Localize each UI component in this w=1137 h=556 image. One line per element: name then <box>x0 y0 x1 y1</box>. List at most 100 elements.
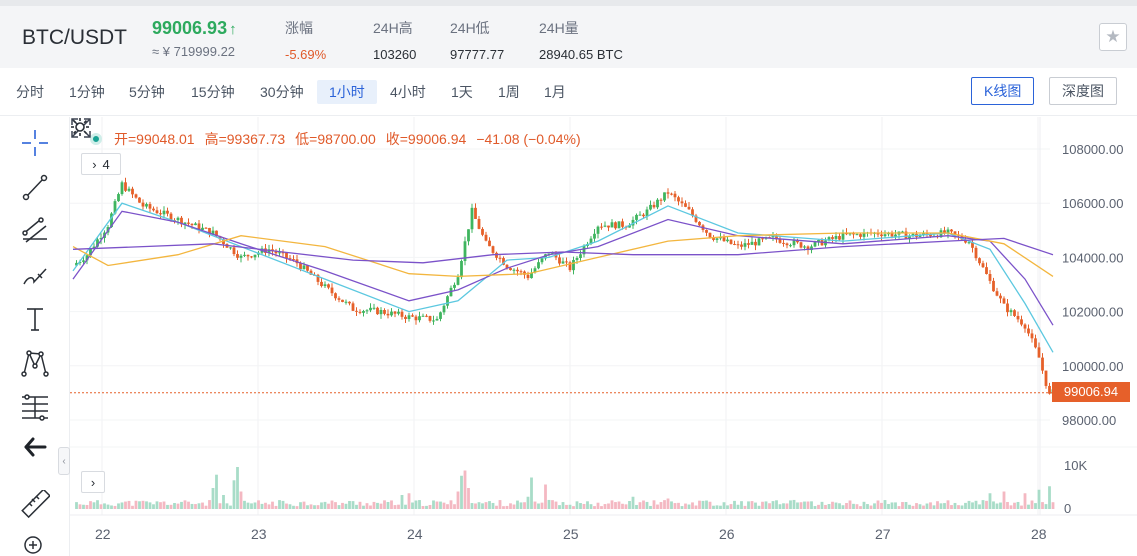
volume-bar <box>565 504 568 509</box>
candle-body <box>278 252 281 254</box>
candle-body <box>376 307 379 315</box>
volume-bar <box>852 503 855 509</box>
candle-body <box>799 242 803 248</box>
candle-body <box>414 316 418 321</box>
candle-body <box>75 262 78 266</box>
tf-5m[interactable]: 5分钟 <box>129 84 165 100</box>
volume-bar <box>628 501 631 509</box>
tf-fenshi[interactable]: 分时 <box>16 84 44 100</box>
volume-bar <box>1041 502 1044 509</box>
toolbar-collapse-button[interactable]: ‹ <box>58 447 70 475</box>
tf-1mo[interactable]: 1月 <box>544 84 566 100</box>
volume-bar <box>862 501 866 509</box>
volume-bar <box>397 504 400 509</box>
series-visibility-icon[interactable] <box>90 133 102 145</box>
volume-bar <box>897 506 901 509</box>
settings-gear-icon[interactable] <box>70 117 90 137</box>
kline-chart[interactable]: 108000.00 106000.00 104000.00 102000.00 1000… <box>70 117 1137 556</box>
volume-bar <box>295 506 299 509</box>
tf-4h[interactable]: 4小时 <box>390 84 426 100</box>
candle-body <box>201 227 204 231</box>
volume-bar <box>162 501 166 509</box>
volume-bar <box>358 501 362 509</box>
chevron-right-icon: › <box>92 156 97 172</box>
volume-bar <box>691 502 694 509</box>
ruler-tool[interactable] <box>16 487 54 523</box>
candle-body <box>120 182 124 195</box>
parallel-channel-tool[interactable] <box>16 213 54 249</box>
fib-levels-icon <box>22 394 48 421</box>
candle-body <box>470 207 474 230</box>
stat-24h-volume: 24H量 28940.65 BTC <box>539 20 623 62</box>
candle-body <box>540 258 544 263</box>
volume-bar <box>82 504 85 509</box>
depth-view-button[interactable]: 深度图 <box>1049 77 1117 105</box>
volume-bar <box>176 503 180 509</box>
volume-bar <box>817 504 820 509</box>
candle-body <box>785 243 789 246</box>
candle-body <box>1037 347 1041 358</box>
ohlc-legend: 开=99048.01 高=99367.73 低=98700.00 收=99006… <box>90 129 587 149</box>
volume-bar <box>337 505 341 509</box>
candle-body <box>190 223 194 226</box>
stat-24h-low: 24H低 97777.77 <box>450 20 505 62</box>
volume-bar <box>355 504 358 509</box>
brush-tool[interactable] <box>16 257 54 293</box>
volume-bar <box>428 504 432 509</box>
candle-body <box>1041 357 1044 371</box>
candle-body <box>617 221 621 229</box>
tf-30m[interactable]: 30分钟 <box>260 84 304 100</box>
volume-bar <box>876 500 880 509</box>
volume-bar <box>621 503 624 509</box>
volume-bar <box>631 496 635 509</box>
volume-bar <box>225 503 229 509</box>
indicator-toggle-button[interactable]: › 4 <box>81 153 121 175</box>
volume-tick-label: 0 <box>1064 501 1071 516</box>
volume-bar <box>103 503 106 509</box>
trend-line-tool[interactable] <box>16 169 54 205</box>
volume-bar <box>806 501 810 509</box>
tf-1m[interactable]: 1分钟 <box>69 84 105 100</box>
zoom-tool[interactable] <box>16 531 54 556</box>
candle-body <box>138 197 141 203</box>
text-tool[interactable] <box>16 301 54 337</box>
volume-bar <box>694 505 698 509</box>
candle-body <box>516 269 519 272</box>
candle-body <box>778 239 782 243</box>
volume-bar <box>204 505 208 509</box>
volume-bar <box>1030 500 1034 509</box>
candle-body <box>946 229 950 234</box>
candle-body <box>519 271 523 273</box>
volume-bar <box>327 503 330 509</box>
tf-1d[interactable]: 1天 <box>451 84 473 100</box>
volume-bar <box>533 501 537 509</box>
volume-bar <box>334 502 337 509</box>
tf-15m[interactable]: 15分钟 <box>191 84 235 100</box>
trading-pair[interactable]: BTC/USDT <box>22 26 127 49</box>
volume-bar <box>351 501 355 509</box>
candle-body <box>243 254 246 256</box>
fib-levels-tool[interactable] <box>16 389 54 425</box>
candle-body <box>390 311 393 316</box>
candle-body <box>918 235 922 237</box>
volume-bar <box>481 503 484 509</box>
x-tick-label: 26 <box>719 526 735 542</box>
favorite-button[interactable]: ★ <box>1099 23 1127 51</box>
pattern-tool[interactable] <box>16 345 54 381</box>
volume-bar <box>939 503 943 509</box>
volume-bar <box>838 503 841 509</box>
tf-1w[interactable]: 1周 <box>498 84 520 100</box>
back-tool[interactable] <box>16 429 54 465</box>
volume-bar <box>883 500 887 509</box>
y-tick-label: 100000.00 <box>1062 359 1123 374</box>
candle-body <box>974 247 978 259</box>
volume-bar <box>421 506 425 509</box>
volume-toggle-button[interactable]: › <box>81 471 105 493</box>
kline-view-button[interactable]: K线图 <box>971 77 1035 105</box>
volume-bar <box>456 491 460 509</box>
volume-bar <box>239 491 243 509</box>
crosshair-tool[interactable] <box>16 125 54 161</box>
candle-body <box>834 236 838 239</box>
volume-bar <box>617 501 621 509</box>
tf-1h[interactable]: 1小时 <box>317 80 377 104</box>
